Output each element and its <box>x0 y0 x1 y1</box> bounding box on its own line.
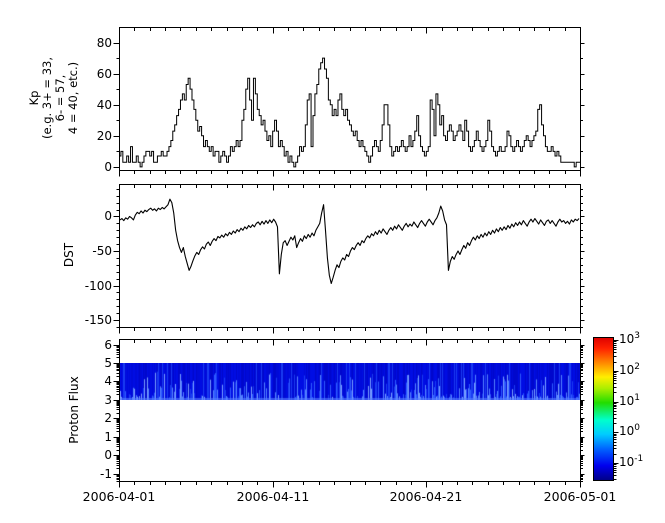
colorbar-tick-label: 103 <box>619 331 641 346</box>
x-axis-date-label: 2006-04-01 <box>82 489 156 504</box>
y-tick-label: -150 <box>84 312 112 327</box>
colorbar-tick-label: 102 <box>619 362 641 377</box>
x-axis-date-label: 2006-04-21 <box>389 489 463 504</box>
y-tick-label: -1 <box>100 466 112 481</box>
y-tick-label: 6 <box>104 337 112 352</box>
y-tick-label: -100 <box>84 278 112 293</box>
colorbar-tick-label: 101 <box>619 393 641 408</box>
x-axis-date-label: 2006-04-11 <box>236 489 310 504</box>
y-tick-label: 2 <box>104 410 112 425</box>
y-tick-label: 80 <box>96 35 112 50</box>
y-tick-label: 0 <box>104 159 112 174</box>
y-tick-label: 5 <box>104 355 112 370</box>
x-axis-date-label: 2006-05-01 <box>543 489 617 504</box>
proton-flux-spectrogram <box>120 363 580 400</box>
y-tick-label: 0 <box>104 208 112 223</box>
colorbar-tick-label: 100 <box>619 423 641 438</box>
y-tick-label: 3 <box>104 392 112 407</box>
y-tick-label: 20 <box>96 128 112 143</box>
y-tick-label: 4 <box>104 373 112 388</box>
y-tick-label: 0 <box>104 447 112 462</box>
y-tick-label: 60 <box>96 66 112 81</box>
y-tick-label: -50 <box>92 243 112 258</box>
y-tick-label: 1 <box>104 429 112 444</box>
y-tick-label: 40 <box>96 97 112 112</box>
colorbar-tick-label: 10-1 <box>619 454 644 469</box>
